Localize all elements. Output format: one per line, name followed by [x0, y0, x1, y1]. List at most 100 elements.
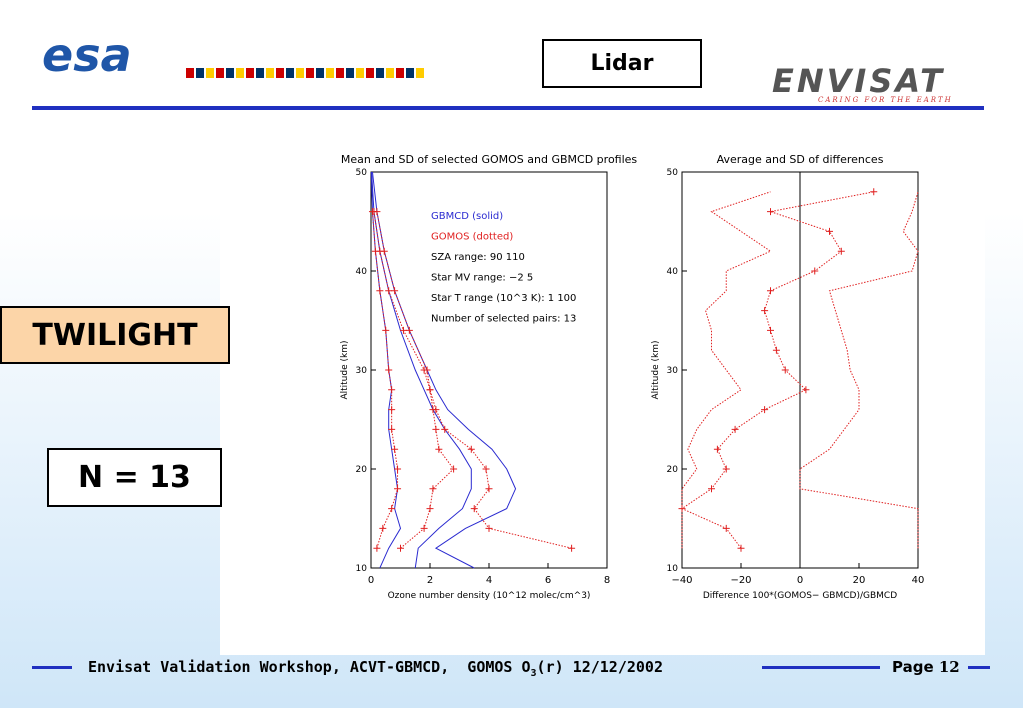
cross-marker: [405, 326, 413, 334]
cross-marker: [382, 326, 390, 334]
cross-marker: [781, 366, 789, 374]
y-tick-label: 10: [667, 564, 679, 574]
cross-marker: [385, 287, 393, 295]
cross-marker: [802, 386, 810, 394]
page-label: Page: [892, 658, 934, 676]
cross-marker: [426, 505, 434, 513]
cross-marker: [450, 465, 458, 473]
x-tick-label: 4: [486, 575, 492, 586]
footer-main: Envisat Validation Workshop, ACVT-GBMCD,…: [88, 658, 531, 676]
cross-marker: [722, 465, 730, 473]
cross-marker: [772, 346, 780, 354]
x-tick-label: 8: [604, 575, 610, 586]
y-tick-label: 50: [356, 168, 368, 178]
footer-after: (r) 12/12/2002: [536, 658, 663, 676]
page-number: 12: [938, 658, 960, 676]
cross-marker: [441, 425, 449, 433]
y-tick-label: 40: [667, 267, 679, 277]
cross-marker: [394, 465, 402, 473]
y-tick-label: 20: [667, 465, 679, 475]
chart-title: Average and SD of differences: [717, 153, 884, 166]
profile-line: [799, 191, 919, 549]
x-tick-label: −20: [730, 575, 751, 586]
annotation: Star MV range: −2 5: [431, 273, 533, 284]
cross-marker: [371, 247, 379, 255]
profile-line: [371, 211, 399, 549]
cross-marker: [388, 406, 396, 414]
y-axis-label: Altitude (km): [340, 340, 350, 399]
page: Page 12: [892, 658, 960, 676]
y-tick-label: 10: [356, 564, 368, 574]
cross-marker: [385, 366, 393, 374]
cross-marker: [470, 505, 478, 513]
cross-marker: [767, 208, 774, 216]
footer-sub: 3: [530, 668, 537, 679]
cross-marker: [423, 366, 431, 374]
cross-marker: [388, 386, 396, 394]
cross-marker: [397, 544, 404, 552]
profile-line: [371, 171, 517, 569]
footer-rule-mid: [762, 666, 880, 669]
annotation: Number of selected pairs: 13: [431, 314, 576, 325]
cross-marker: [388, 505, 396, 513]
footer-text: Envisat Validation Workshop, ACVT-GBMCD,…: [88, 658, 663, 679]
header-rule: [32, 106, 984, 110]
cross-marker: [426, 386, 434, 394]
profile-line: [376, 211, 572, 549]
cross-marker: [429, 485, 437, 493]
cross-marker: [467, 445, 475, 453]
y-tick-label: 50: [667, 168, 679, 178]
cross-marker: [391, 445, 399, 453]
cross-marker: [379, 524, 387, 532]
annotation: GOMOS (dotted): [431, 232, 513, 243]
count-label: N = 13: [47, 448, 222, 507]
cross-marker: [485, 485, 493, 493]
x-axis-label: Difference 100*(GOMOS− GBMCD)/GBMCD: [703, 591, 897, 601]
cross-marker: [432, 425, 440, 433]
cross-marker: [737, 544, 745, 552]
y-tick-label: 30: [667, 366, 679, 376]
cross-marker: [713, 445, 721, 453]
cross-marker: [368, 208, 376, 216]
cross-marker: [432, 406, 440, 414]
x-axis-label: Ozone number density (10^12 molec/cm^3): [388, 591, 591, 601]
x-tick-label: 0: [797, 575, 803, 586]
cross-marker: [811, 267, 819, 275]
y-tick-label: 20: [356, 465, 368, 475]
cross-marker: [837, 247, 845, 255]
plot-panel: [220, 125, 985, 655]
cross-marker: [870, 188, 878, 196]
cross-marker: [420, 524, 428, 532]
cross-marker: [826, 227, 833, 235]
cross-marker: [485, 524, 493, 532]
x-tick-label: −40: [671, 575, 692, 586]
chart-title: Mean and SD of selected GOMOS and GBMCD …: [341, 153, 638, 166]
esa-logo: esa: [42, 28, 132, 82]
x-tick-label: 20: [853, 575, 866, 586]
y-tick-label: 40: [356, 267, 368, 277]
y-axis-label: Altitude (km): [651, 340, 661, 399]
cross-marker: [761, 307, 769, 315]
x-tick-label: 40: [912, 575, 925, 586]
profile-line: [680, 191, 874, 549]
profile-line: [681, 191, 772, 549]
cross-marker: [722, 524, 730, 532]
cross-marker: [761, 406, 769, 414]
cross-marker: [708, 485, 715, 493]
cross-marker: [767, 287, 774, 295]
cross-marker: [388, 425, 396, 433]
cross-marker: [376, 287, 384, 295]
annotation: SZA range: 90 110: [431, 252, 525, 263]
cross-marker: [394, 485, 402, 493]
y-tick-label: 30: [356, 366, 368, 376]
cross-marker: [380, 247, 388, 255]
annotation: Star T range (10^3 K): 1 100: [431, 293, 576, 304]
flags: [186, 68, 426, 78]
mode-label: TWILIGHT: [0, 306, 230, 364]
cross-marker: [731, 425, 739, 433]
annotation: GBMCD (solid): [431, 211, 503, 222]
footer-rule-right: [968, 666, 990, 669]
cross-marker: [568, 544, 576, 552]
cross-marker: [399, 326, 407, 334]
